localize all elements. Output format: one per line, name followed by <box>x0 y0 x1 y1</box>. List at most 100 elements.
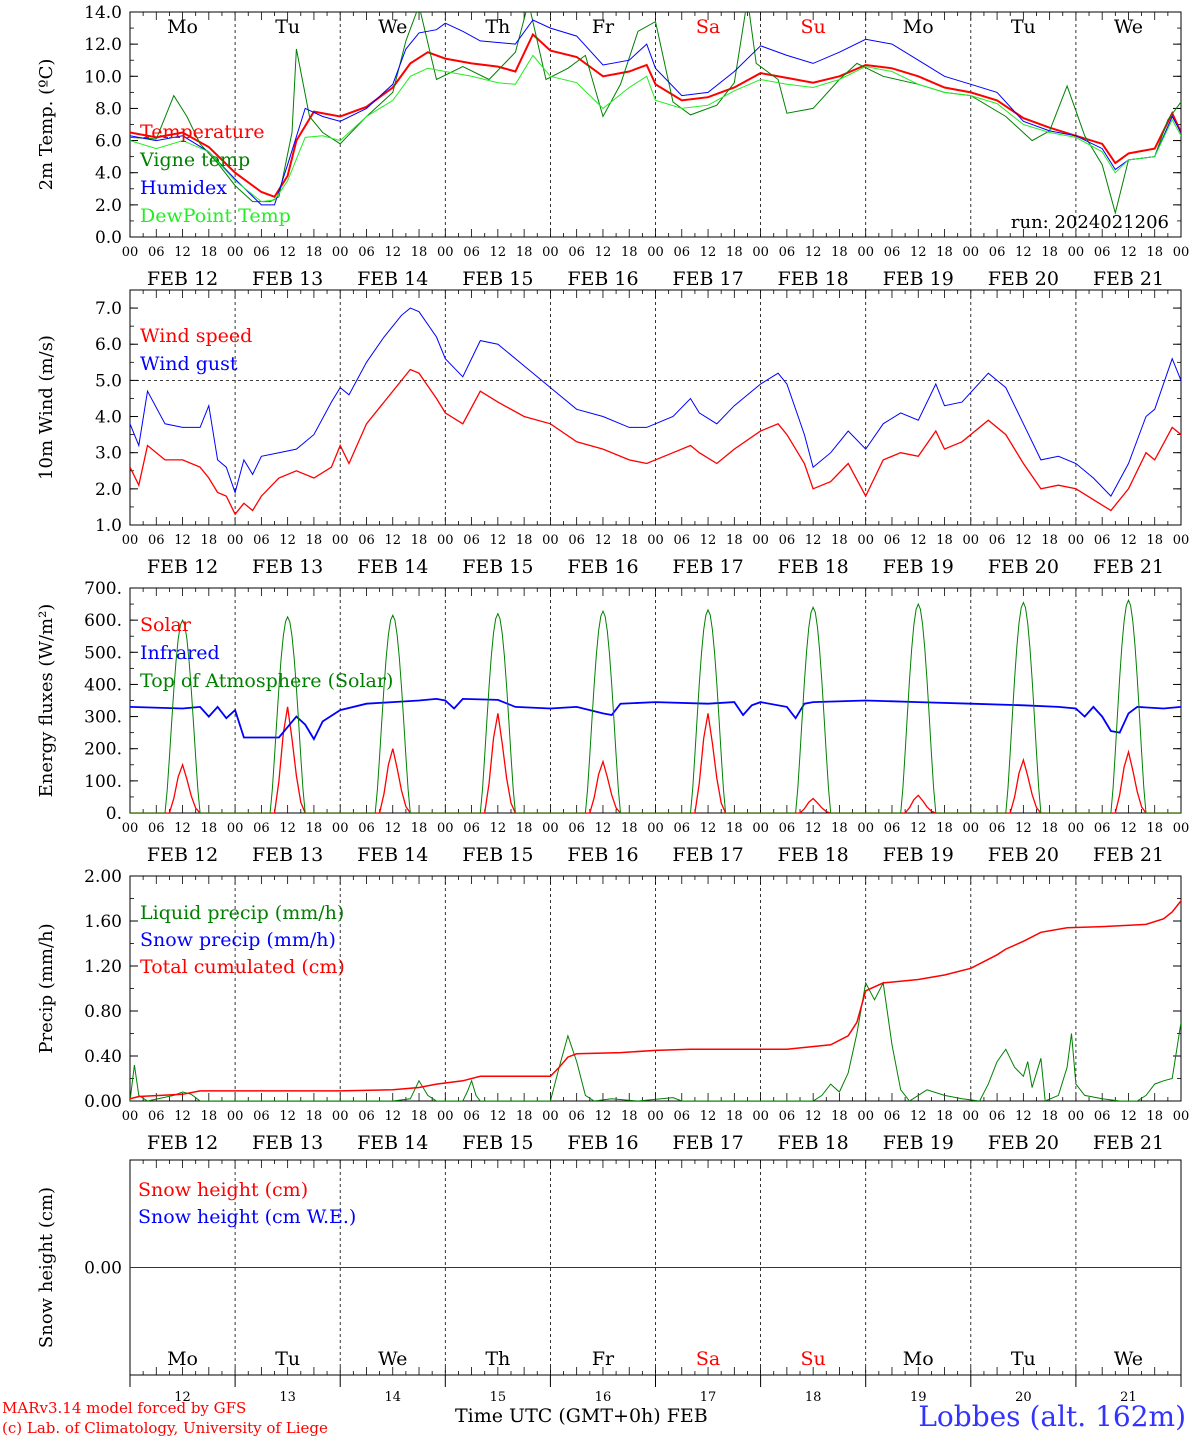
hour-label: 12 <box>1120 821 1137 836</box>
date-label: FEB 20 <box>988 1132 1059 1154</box>
date-label: FEB 21 <box>1093 556 1164 578</box>
hour-label: 00 <box>122 821 139 836</box>
hour-label: 18 <box>936 245 953 260</box>
hour-label: 18 <box>936 821 953 836</box>
day-number-label: 18 <box>805 1390 822 1405</box>
series-vigne-temp <box>130 12 1181 215</box>
hour-label: 12 <box>1015 1109 1032 1124</box>
hour-label: 06 <box>884 533 901 548</box>
legend-entry: Temperature <box>140 121 264 143</box>
hour-label: 18 <box>831 1109 848 1124</box>
date-label: FEB 16 <box>567 268 638 290</box>
legend-entry: Top of Atmosphere (Solar) <box>140 670 393 692</box>
y-tick-label: 10.0 <box>84 67 122 87</box>
hour-label: 06 <box>358 821 375 836</box>
hour-label: 00 <box>857 533 874 548</box>
day-number-label: 13 <box>279 1390 296 1405</box>
hour-label: 18 <box>726 821 743 836</box>
hour-label: 00 <box>542 1109 559 1124</box>
hour-label: 06 <box>779 1109 796 1124</box>
precip-panel: 0.00 0.40 0.80 1.20 1.60 2.00 Precip (mm/h) Liq… <box>36 867 1189 1154</box>
weekday-label: Mo <box>167 1348 198 1370</box>
hour-label: 00 <box>227 245 244 260</box>
date-label: FEB 15 <box>462 844 533 866</box>
series-wind-gust <box>130 307 1181 497</box>
hour-label: 00 <box>752 533 769 548</box>
legend-entry: Snow height (cm) <box>138 1179 308 1201</box>
model-credit: MARv3.14 model forced by GFS <box>2 1399 247 1417</box>
hour-label: 00 <box>122 245 139 260</box>
hour-label: 00 <box>332 1109 349 1124</box>
hour-label: 06 <box>884 245 901 260</box>
y-tick-label: 6.0 <box>95 132 122 152</box>
legend-entry: Wind speed <box>140 325 252 347</box>
series-wind-speed <box>130 368 1181 516</box>
weekday-label: We <box>378 16 407 38</box>
legend-entry: Infrared <box>140 642 220 664</box>
date-label: FEB 14 <box>357 556 428 578</box>
hour-label: 00 <box>963 821 980 836</box>
hour-label: 18 <box>201 821 218 836</box>
lab-credit: (c) Lab. of Climatology, University of L… <box>2 1419 328 1437</box>
hour-label: 00 <box>647 821 664 836</box>
hour-label: 18 <box>411 245 428 260</box>
hour-label: 12 <box>595 821 612 836</box>
y-tick-label: 7.0 <box>95 299 122 319</box>
date-label: FEB 16 <box>567 556 638 578</box>
day-number-label: 14 <box>384 1390 401 1405</box>
hour-label: 12 <box>595 1109 612 1124</box>
hour-label: 06 <box>779 533 796 548</box>
hour-label: 18 <box>306 245 323 260</box>
hour-label: 00 <box>437 245 454 260</box>
hour-label: 00 <box>542 821 559 836</box>
hour-label: 18 <box>201 1109 218 1124</box>
day-number-label: 19 <box>910 1390 927 1405</box>
day-number-label: 16 <box>595 1390 612 1405</box>
hour-label: 18 <box>726 245 743 260</box>
hour-label: 12 <box>174 1109 191 1124</box>
y-tick-label: 1.0 <box>95 516 122 536</box>
weekday-label: Tu <box>275 16 300 38</box>
hour-label: 18 <box>831 533 848 548</box>
date-label: FEB 20 <box>988 844 1059 866</box>
hour-label: 18 <box>936 1109 953 1124</box>
y-tick-label: 1.20 <box>84 957 122 977</box>
date-label: FEB 19 <box>883 844 954 866</box>
date-label: FEB 17 <box>672 268 743 290</box>
hour-label: 00 <box>963 245 980 260</box>
hour-label: 18 <box>1041 821 1058 836</box>
hour-label: 12 <box>595 245 612 260</box>
hour-label: 06 <box>253 821 270 836</box>
weekday-label: Sa <box>696 1348 720 1370</box>
wind-panel: 1.0 2.0 3.0 4.0 5.0 6.0 7.0 10m Wind (m/s) Wind … <box>36 289 1190 578</box>
y-axis-label: 2m Temp. (ºC) <box>36 59 57 191</box>
hour-label: 00 <box>1173 533 1190 548</box>
hour-label: 12 <box>384 1109 401 1124</box>
hour-label: 06 <box>568 533 585 548</box>
weekday-label: Tu <box>1011 1348 1036 1370</box>
hour-label: 18 <box>306 1109 323 1124</box>
y-tick-label: 0.00 <box>84 1259 122 1279</box>
hour-label: 06 <box>989 533 1006 548</box>
legend-entry: DewPoint Temp <box>140 205 291 227</box>
hour-label: 00 <box>963 1109 980 1124</box>
y-tick-label: 4.0 <box>95 164 122 184</box>
hour-label: 06 <box>1094 533 1111 548</box>
hour-label: 18 <box>306 821 323 836</box>
hour-label: 12 <box>700 1109 717 1124</box>
weekday-label: Th <box>485 1348 510 1370</box>
hour-label: 12 <box>384 533 401 548</box>
hour-label: 06 <box>463 1109 480 1124</box>
y-tick-label: 1.60 <box>84 912 122 932</box>
hour-label: 00 <box>1173 245 1190 260</box>
legend-entry: Humidex <box>140 177 227 199</box>
hour-label: 00 <box>857 245 874 260</box>
hour-label: 06 <box>1094 245 1111 260</box>
hour-label: 12 <box>490 1109 507 1124</box>
energy-frame <box>129 587 1182 814</box>
date-label: FEB 17 <box>672 556 743 578</box>
date-label: FEB 19 <box>883 268 954 290</box>
hour-label: 12 <box>1015 533 1032 548</box>
hour-label: 12 <box>490 245 507 260</box>
date-label: FEB 21 <box>1093 844 1164 866</box>
